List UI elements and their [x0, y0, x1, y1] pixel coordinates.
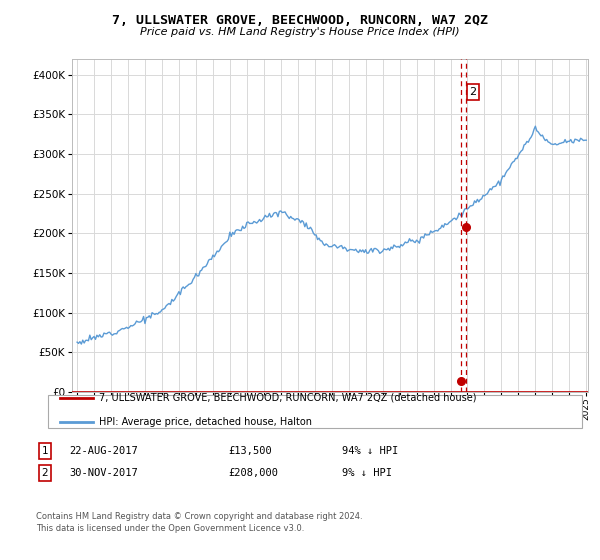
Text: 30-NOV-2017: 30-NOV-2017: [69, 468, 138, 478]
Text: 7, ULLSWATER GROVE, BEECHWOOD, RUNCORN, WA7 2QZ: 7, ULLSWATER GROVE, BEECHWOOD, RUNCORN, …: [112, 14, 488, 27]
Text: 22-AUG-2017: 22-AUG-2017: [69, 446, 138, 456]
Text: 9% ↓ HPI: 9% ↓ HPI: [342, 468, 392, 478]
Text: £208,000: £208,000: [228, 468, 278, 478]
Text: 2: 2: [469, 87, 476, 97]
Text: 1: 1: [41, 446, 49, 456]
Text: £13,500: £13,500: [228, 446, 272, 456]
Text: HPI: Average price, detached house, Halton: HPI: Average price, detached house, Halt…: [99, 417, 312, 427]
Text: 94% ↓ HPI: 94% ↓ HPI: [342, 446, 398, 456]
Text: 2: 2: [41, 468, 49, 478]
Text: Price paid vs. HM Land Registry's House Price Index (HPI): Price paid vs. HM Land Registry's House …: [140, 27, 460, 37]
Text: 7, ULLSWATER GROVE, BEECHWOOD, RUNCORN, WA7 2QZ (detached house): 7, ULLSWATER GROVE, BEECHWOOD, RUNCORN, …: [99, 393, 476, 403]
Text: Contains HM Land Registry data © Crown copyright and database right 2024.
This d: Contains HM Land Registry data © Crown c…: [36, 512, 362, 533]
